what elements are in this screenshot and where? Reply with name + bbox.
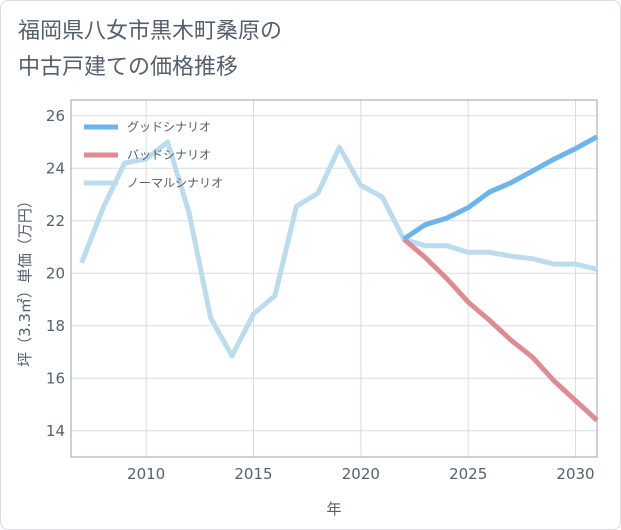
y-tick-label: 18 [46, 317, 65, 335]
chart-title-line-1: 福岡県八女市黒木町桑原の [18, 19, 283, 44]
y-tick-label: 26 [46, 107, 65, 125]
legend-label-0: グッドシナリオ [127, 120, 211, 134]
legend-label-2: ノーマルシナリオ [127, 176, 223, 190]
y-tick-label: 24 [46, 159, 65, 177]
series-line-0 [402, 134, 599, 242]
series-line-1 [402, 237, 599, 423]
chart-title: 福岡県八女市黒木町桑原の 中古戸建ての価格推移 [18, 14, 578, 86]
series-line-2 [79, 139, 598, 359]
x-tick-label: 2010 [127, 465, 165, 483]
y-tick-label: 20 [46, 264, 65, 282]
y-tick-label: 16 [46, 369, 65, 387]
plot-area-frame [70, 99, 598, 458]
y-tick-label: 14 [46, 422, 65, 440]
x-axis-label: 年 [326, 500, 341, 518]
chart-title-line-2: 中古戸建ての価格推移 [18, 55, 239, 80]
y-axis-label: 坪（3.3㎡）単価（万円） [16, 193, 34, 367]
x-tick-label: 2015 [234, 465, 272, 483]
grid-lines [71, 100, 597, 457]
x-tick-label: 2030 [556, 465, 594, 483]
legend-label-1: バッドシナリオ [127, 148, 211, 162]
y-tick-label: 22 [46, 212, 65, 230]
x-tick-labels: 2010 2015 2020 2025 2030 [127, 465, 595, 483]
x-tick-label: 2025 [449, 465, 487, 483]
x-tick-label: 2020 [342, 465, 380, 483]
series-lines [79, 134, 599, 423]
y-tick-labels: 14 16 18 20 22 24 26 [46, 107, 65, 440]
